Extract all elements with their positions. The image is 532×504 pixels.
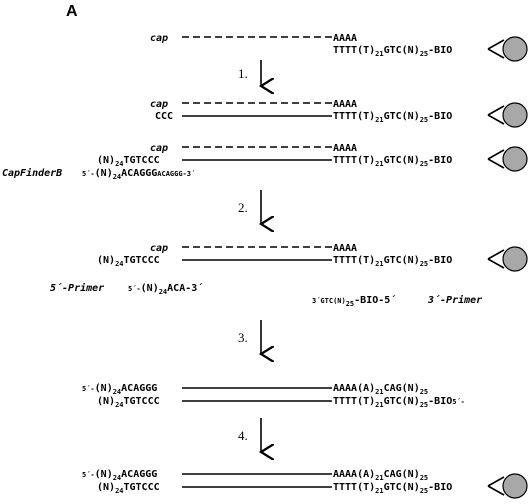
streptavidin-bead — [502, 36, 528, 62]
panel-label: A — [66, 3, 78, 20]
row-3: cap AAAA (N)24TGTCCC TTTT(T)21GTC(N)25-B… — [2, 143, 528, 181]
aaaa-label: AAAA — [333, 33, 357, 44]
step-1-arrow: 1. — [238, 60, 261, 86]
five-primer-label: 5´-Primer — [50, 282, 104, 294]
top-strand-3-end: AAAA(A)21CAG(N)25 — [333, 469, 428, 482]
step-1-label: 1. — [238, 66, 248, 81]
cap-label: cap — [150, 243, 168, 254]
oligo-dt-label: TTTT(T)21GTC(N)25-BIO — [333, 45, 452, 58]
streptavidin-bead — [502, 146, 528, 172]
three-primer-sequence: 3´GTC(N)25-BIO-5´ — [312, 294, 396, 308]
oligo-dt-label: TTTT(T)21GTC(N)25-BIO — [333, 111, 452, 124]
row-2: cap AAAA CCC TTTT(T)21GTC(N)25-BIO — [150, 99, 528, 128]
cdna-5-end-label: (N)24TGTCCC — [97, 155, 160, 168]
step-3-arrow: 3. — [238, 320, 261, 354]
step-4-arrow: 4. — [238, 418, 261, 452]
cap-label: cap — [150, 99, 168, 110]
row-6: 5´-(N)24ACAGGG AAAA(A)21CAG(N)25 (N)24TG… — [82, 469, 528, 499]
bottom-strand-5-end: TTTT(T)21GTC(N)25-BIO — [333, 482, 452, 495]
aaaa-label: AAAA — [333, 99, 357, 110]
streptavidin-bead — [502, 246, 528, 272]
oligo-dt-label: TTTT(T)21GTC(N)25-BIO — [333, 255, 452, 268]
bottom-strand-3-end: (N)24TGTCCC — [97, 482, 160, 495]
bead-linker — [487, 476, 505, 496]
bead-linker — [487, 105, 505, 125]
step-2-arrow: 2. — [238, 190, 261, 224]
capfinder-label: CapFinderB — [2, 167, 62, 179]
bottom-strand-3-end: (N)24TGTCCC — [97, 396, 160, 409]
streptavidin-bead — [502, 473, 528, 499]
primers-row: 5´-Primer 5´-(N)24ACA-3´ 3´GTC(N)25-BIO-… — [50, 282, 482, 308]
row-5: 5´-(N)24ACAGGG AAAA(A)21CAG(N)25 (N)24TG… — [82, 383, 465, 409]
top-strand-5-end: 5´-(N)24ACAGGG — [82, 469, 157, 482]
capfinder-sequence: 5´-(N)24ACAGGGACAGGG-3´ — [82, 168, 195, 181]
bottom-strand-5-end: TTTT(T)21GTC(N)25-BIO5´- — [333, 396, 465, 409]
aaaa-label: AAAA — [333, 143, 357, 154]
ccc-label: CCC — [155, 111, 173, 122]
cap-label: cap — [150, 33, 168, 44]
top-strand-3-end: AAAA(A)21CAG(N)25 — [333, 383, 428, 396]
top-strand-5-end: 5´-(N)24ACAGGG — [82, 383, 157, 396]
bead-linker — [487, 39, 505, 59]
step-2-label: 2. — [238, 200, 248, 215]
step-4-label: 4. — [238, 428, 248, 443]
step-3-label: 3. — [238, 330, 248, 345]
streptavidin-bead — [502, 102, 528, 128]
row-4: cap AAAA (N)24TGTCCC TTTT(T)21GTC(N)25-B… — [97, 243, 528, 272]
cdna-5-end-label: (N)24TGTCCC — [97, 255, 160, 268]
aaaa-label: AAAA — [333, 243, 357, 254]
bead-linker — [487, 249, 505, 269]
bead-linker — [487, 149, 505, 169]
row-1: cap AAAA TTTT(T)21GTC(N)25-BIO — [150, 33, 528, 62]
five-primer-sequence: 5´-(N)24ACA-3´ — [128, 282, 203, 296]
three-primer-label: 3´-Primer — [427, 294, 482, 306]
oligo-dt-label: TTTT(T)21GTC(N)25-BIO — [333, 155, 452, 168]
cap-label: cap — [150, 143, 168, 154]
